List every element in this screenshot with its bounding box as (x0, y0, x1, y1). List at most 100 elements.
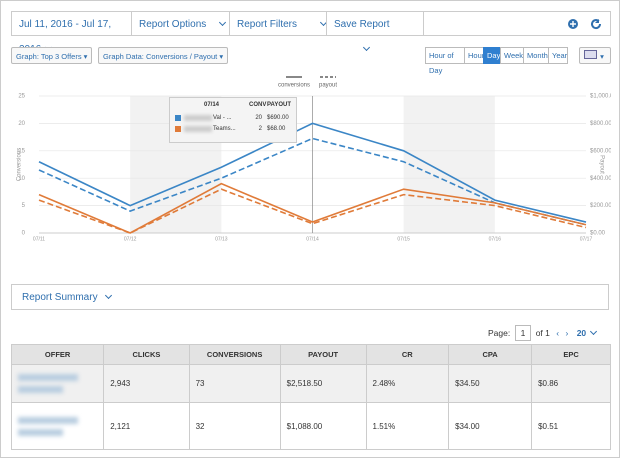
next-page[interactable]: › (565, 328, 569, 338)
offer-blur (18, 416, 78, 424)
x-tick-label: 07/11 (33, 236, 45, 242)
y-tick-label: 15 (18, 148, 25, 154)
report-options-text: Report Options (139, 19, 207, 30)
tooltip-name: Val - ... (213, 115, 232, 121)
page-input[interactable]: 1 (514, 325, 532, 341)
column-header: CLICKS (103, 344, 190, 365)
page-label: Page: (488, 328, 511, 338)
offer-blur (18, 428, 63, 436)
x-tick-label: 07/12 (124, 236, 137, 242)
tooltip-blur (184, 126, 212, 132)
y2-tick-label: $400.00 (590, 176, 611, 182)
page-count: of 1 (535, 328, 550, 338)
interval-group: Hour of Day Hour Day Week Month Year (425, 47, 575, 75)
tooltip-conv: 20 (255, 115, 262, 121)
table-cell: 32 (188, 402, 281, 450)
y2-tick-label: $200.00 (590, 203, 611, 209)
column-header: PAYOUT (279, 344, 367, 365)
legend-label: conversions (278, 83, 310, 89)
prev-page[interactable]: ‹ (556, 328, 560, 338)
tooltip-blur (184, 115, 212, 121)
tooltip-payout: $690.00 (267, 115, 289, 121)
date-range[interactable]: Jul 11, 2016 - Jul 17, 2016 (11, 11, 131, 55)
per-page[interactable]: 20 (576, 328, 587, 338)
tooltip-swatch (175, 126, 181, 132)
interval-button[interactable]: Year (548, 47, 568, 64)
column-header: CONVERSIONS (188, 344, 281, 365)
graph-data-text: Graph Data: Conversions / Payout (103, 52, 218, 61)
offer-cell (10, 402, 105, 450)
refresh-icon[interactable] (590, 18, 602, 30)
table-row: 2,943 73 $2,518.50 2.48% $34.50 $0.86 (10, 364, 611, 403)
tooltip-header: PAYOUT (267, 102, 292, 108)
graph-select-text: Graph: Top 3 Offers (16, 52, 82, 61)
pagination: Page: 1 of 1 ‹ › 20 (488, 325, 598, 341)
table-cell: 1.51% (365, 402, 450, 450)
table-cell: $2,518.50 (279, 364, 367, 403)
table-cell: 73 (188, 364, 281, 403)
calendar-icon (584, 50, 597, 59)
table-cell: $34.00 (448, 402, 533, 450)
interval-button[interactable]: Week (500, 47, 524, 64)
y-tick-label: 25 (18, 94, 25, 100)
y-tick-label: 10 (18, 176, 25, 182)
graph-data-select[interactable]: Graph Data: Conversions / Payout ▾ (98, 47, 229, 64)
save-report-text: Save Report (334, 19, 390, 30)
y2-tick-label: $800.00 (590, 121, 611, 127)
column-header: EPC (531, 344, 611, 365)
y-tick-label: 20 (18, 121, 25, 127)
report-filters[interactable]: Report Filters (229, 11, 328, 36)
y-tick-label: 5 (22, 203, 26, 209)
interval-button[interactable]: Hour of Day (425, 47, 465, 75)
column-header: OFFER (10, 344, 105, 365)
column-header: CR (365, 344, 450, 365)
graph-select[interactable]: Graph: Top 3 Offers ▾ (11, 47, 93, 64)
column-header: CPA (448, 344, 533, 365)
x-tick-label: 07/13 (215, 236, 228, 242)
y2-tick-label: $0.00 (590, 231, 606, 237)
table-cell: 2,943 (103, 364, 190, 403)
tooltip-conv: 2 (258, 126, 262, 132)
series-line (38, 182, 587, 234)
x-tick-label: 07/17 (580, 236, 593, 242)
chart: 0 5 10 15 20 25 $0.00 $200.00 $400.00 $600.00 $800… (17, 76, 611, 242)
tooltip-date: 07/14 (204, 102, 220, 108)
y2-tick-label: $1,000.00 (590, 94, 611, 100)
toolbar-icons (423, 11, 611, 36)
offer-blur (18, 374, 78, 381)
report-filters-text: Report Filters (237, 19, 298, 30)
table-row: 2,121 32 $1,088.00 1.51% $34.00 $0.51 (10, 402, 611, 450)
calendar-select[interactable]: ▾ (579, 47, 611, 64)
tooltip-name: Teams... (213, 126, 236, 132)
column-band (403, 96, 495, 233)
tooltip-header: CONV (249, 102, 267, 108)
interval-button[interactable]: Hour (464, 47, 484, 64)
table-cell: 2.48% (365, 364, 450, 403)
summary-table: OFFER CLICKS CONVERSIONS PAYOUT CR CPA EPC 2,94… (10, 344, 611, 450)
interval-button[interactable]: Day (483, 47, 501, 64)
offer-cell (10, 364, 105, 403)
report-options[interactable]: Report Options (131, 11, 229, 36)
y2-tick-label: $600.00 (590, 148, 611, 154)
add-icon[interactable] (567, 18, 579, 30)
y-tick-label: 0 (22, 231, 26, 237)
series-line (38, 122, 587, 223)
tooltip-payout: $68.00 (267, 126, 286, 132)
table-cell: $34.50 (448, 364, 533, 403)
report-summary[interactable]: Report Summary (11, 284, 609, 310)
x-tick-label: 07/15 (397, 236, 410, 242)
x-tick-label: 07/14 (306, 236, 319, 242)
tooltip: 07/14 CONV PAYOUT Val - ... 20 $690.00 Team… (169, 97, 297, 143)
table-cell: $0.86 (531, 364, 611, 403)
interval-button[interactable]: Month (523, 47, 549, 64)
y2-axis-label: Payout (598, 155, 604, 174)
table-header-row: OFFER CLICKS CONVERSIONS PAYOUT CR CPA EPC (10, 344, 611, 365)
tooltip-swatch (175, 115, 181, 121)
table-cell: $0.51 (531, 402, 611, 450)
report-summary-title: Report Summary (22, 292, 98, 303)
legend-label: payout (319, 83, 337, 89)
save-report[interactable]: Save Report (326, 11, 423, 52)
table-cell: 2,121 (103, 402, 190, 450)
offer-blur (18, 386, 63, 393)
